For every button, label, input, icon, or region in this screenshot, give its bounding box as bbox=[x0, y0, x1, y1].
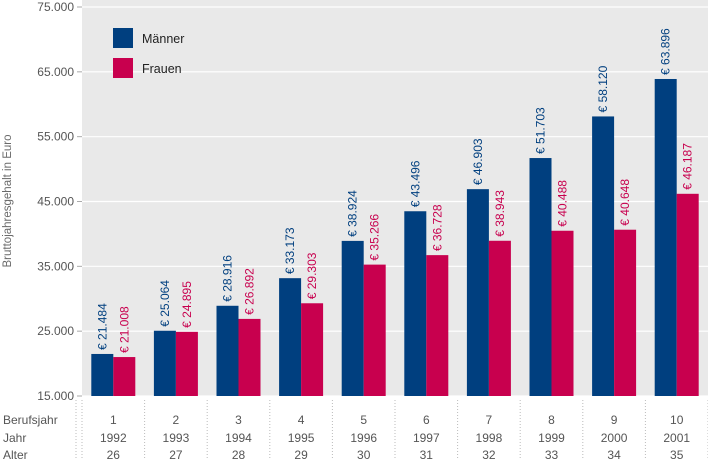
data-label: € 43.496 bbox=[408, 160, 422, 207]
y-tick-label: 75.000 bbox=[37, 0, 74, 14]
bar-frauen bbox=[363, 264, 386, 396]
x-tick-label: 6 bbox=[423, 413, 430, 427]
legend-swatch bbox=[113, 58, 133, 78]
x-tick-label: 8 bbox=[548, 413, 555, 427]
data-label: € 40.648 bbox=[618, 179, 632, 226]
data-label: € 29.303 bbox=[305, 252, 319, 299]
bar-frauen bbox=[614, 229, 637, 396]
data-label: € 28.916 bbox=[221, 255, 235, 302]
data-label: € 25.064 bbox=[158, 280, 172, 327]
y-tick-label: 65.000 bbox=[37, 65, 74, 79]
x-tick-label: 3 bbox=[235, 413, 242, 427]
data-label: € 46.903 bbox=[471, 138, 485, 185]
table-row-label: Alter bbox=[3, 448, 28, 460]
x-tick-label: 30 bbox=[357, 448, 371, 460]
x-tick-label: 1994 bbox=[225, 431, 252, 445]
y-tick-label: 25.000 bbox=[37, 324, 74, 338]
table-row-label: Berufsjahr bbox=[3, 413, 58, 427]
legend-label: Frauen bbox=[142, 62, 182, 76]
bar-maenner bbox=[341, 240, 364, 396]
bar-maenner bbox=[654, 78, 677, 396]
bar-maenner bbox=[404, 211, 427, 396]
data-label: € 58.120 bbox=[596, 65, 610, 112]
x-tick-label: 5 bbox=[360, 413, 367, 427]
y-tick-label: 15.000 bbox=[37, 389, 74, 403]
data-label: € 63.896 bbox=[659, 28, 673, 75]
x-tick-label: 2 bbox=[173, 413, 180, 427]
x-tick-label: 1996 bbox=[350, 431, 377, 445]
x-tick-label: 1999 bbox=[538, 431, 565, 445]
bar-maenner bbox=[466, 189, 489, 396]
bar-frauen bbox=[301, 303, 324, 396]
bar-frauen bbox=[113, 357, 136, 396]
legend-label: Männer bbox=[142, 32, 184, 46]
x-tick-label: 1993 bbox=[163, 431, 190, 445]
x-tick-label: 27 bbox=[169, 448, 183, 460]
x-tick-label: 29 bbox=[294, 448, 308, 460]
data-label: € 38.943 bbox=[493, 190, 507, 237]
x-tick-label: 1998 bbox=[476, 431, 503, 445]
bar-frauen bbox=[676, 193, 699, 396]
data-label: € 21.008 bbox=[117, 306, 131, 353]
x-tick-label: 35 bbox=[670, 448, 684, 460]
x-tick-label: 1997 bbox=[413, 431, 440, 445]
x-tick-label: 2001 bbox=[663, 431, 690, 445]
x-tick-label: 33 bbox=[545, 448, 559, 460]
x-tick-label: 2000 bbox=[601, 431, 628, 445]
data-label: € 36.728 bbox=[430, 204, 444, 251]
x-tick-label: 4 bbox=[298, 413, 305, 427]
legend-swatch bbox=[113, 28, 133, 48]
bar-frauen bbox=[175, 331, 198, 396]
table-row-label: Jahr bbox=[3, 431, 26, 445]
bar-maenner bbox=[216, 305, 239, 396]
data-label: € 46.187 bbox=[681, 143, 695, 190]
y-axis-title: Bruttojahresgehalt in Euro bbox=[2, 135, 14, 268]
x-tick-label: 26 bbox=[107, 448, 121, 460]
bar-frauen bbox=[488, 240, 511, 396]
bar-maenner bbox=[529, 158, 552, 396]
x-tick-label: 9 bbox=[611, 413, 618, 427]
x-tick-label: 31 bbox=[420, 448, 434, 460]
bar-maenner bbox=[279, 278, 302, 396]
y-tick-label: 35.000 bbox=[37, 259, 74, 273]
bar-maenner bbox=[91, 353, 114, 396]
bar-frauen bbox=[426, 255, 449, 396]
bar-maenner bbox=[153, 330, 176, 396]
y-tick-label: 45.000 bbox=[37, 195, 74, 209]
data-label: € 33.173 bbox=[283, 227, 297, 274]
x-tick-label: 1 bbox=[110, 413, 117, 427]
x-tick-label: 1992 bbox=[100, 431, 127, 445]
bar-maenner bbox=[592, 116, 615, 397]
y-tick-label: 55.000 bbox=[37, 130, 74, 144]
data-label: € 24.895 bbox=[180, 281, 194, 328]
bar-frauen bbox=[238, 318, 261, 396]
data-label: € 21.484 bbox=[95, 303, 109, 350]
x-tick-label: 32 bbox=[482, 448, 496, 460]
x-tick-label: 34 bbox=[607, 448, 621, 460]
data-label: € 26.892 bbox=[243, 268, 257, 315]
x-tick-label: 7 bbox=[486, 413, 493, 427]
bar-frauen bbox=[551, 230, 574, 396]
data-label: € 38.924 bbox=[346, 190, 360, 237]
x-tick-label: 10 bbox=[670, 413, 684, 427]
data-label: € 40.488 bbox=[556, 180, 570, 227]
x-tick-label: 28 bbox=[232, 448, 246, 460]
data-label: € 35.266 bbox=[368, 214, 382, 261]
x-tick-label: 1995 bbox=[288, 431, 315, 445]
data-label: € 51.703 bbox=[534, 107, 548, 154]
